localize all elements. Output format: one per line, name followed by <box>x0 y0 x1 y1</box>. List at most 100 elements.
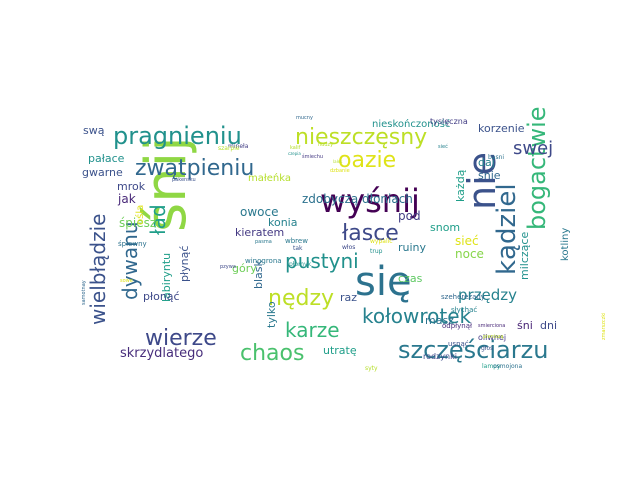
cloud-word: chaos <box>240 341 304 366</box>
cloud-word: sieć <box>455 234 479 248</box>
cloud-word: swej <box>513 138 553 159</box>
cloud-word: szeherezady <box>441 293 485 301</box>
cloud-word: czas <box>398 272 423 285</box>
cloud-word: mrok <box>117 180 146 193</box>
cloud-word: ład <box>146 204 170 235</box>
cloud-word: kołowrotek <box>362 304 472 328</box>
cloud-word: karze <box>285 318 340 342</box>
cloud-word: płynąć <box>178 246 191 282</box>
cloud-word: płomyk <box>289 261 312 268</box>
cloud-word: włos <box>342 244 355 251</box>
cloud-word: tysięczna <box>430 117 468 126</box>
cloud-word: jak <box>117 192 136 206</box>
cloud-word: pzywa <box>220 264 236 270</box>
cloud-word: śni <box>517 319 533 332</box>
cloud-word: lalek <box>333 159 343 164</box>
cloud-word: wyśnij <box>320 182 420 220</box>
cloud-word: labiryntu <box>160 253 173 302</box>
cloud-word: przędzy <box>458 286 517 304</box>
cloud-word: dzbanie <box>330 168 350 174</box>
cloud-word: samotnay <box>81 280 87 305</box>
cloud-word: szczęściarzu <box>398 336 548 364</box>
cloud-word: pasma <box>255 239 272 245</box>
cloud-word: zmarszczki <box>601 312 607 340</box>
cloud-word: nieszczęsny <box>295 125 427 150</box>
cloud-word: bogactwie <box>523 106 551 230</box>
cloud-word: śmiechu <box>302 153 323 160</box>
cloud-word: pragnieniu <box>113 122 242 150</box>
cloud-word: wbrew <box>285 237 308 245</box>
cloud-word: dywanu <box>118 222 142 301</box>
cloud-word: basni <box>488 154 504 161</box>
cloud-word: każdą <box>454 169 467 202</box>
cloud-word: syty <box>365 365 378 372</box>
cloud-word: kotliny <box>560 228 571 261</box>
cloud-word: gwarne <box>82 166 123 179</box>
cloud-word: utratę <box>323 344 357 357</box>
cloud-word: nie <box>460 152 504 210</box>
cloud-word: ruiny <box>398 241 427 254</box>
cloud-word: raz <box>340 291 357 304</box>
cloud-word: tak <box>293 245 303 252</box>
cloud-word: śpiesz <box>119 216 156 230</box>
cloud-word: wielbłądzie <box>86 214 110 325</box>
cloud-word: pustyni <box>285 249 359 273</box>
cloud-word: sieć <box>438 143 448 150</box>
cloud-word: łasce <box>342 221 399 246</box>
cloud-word: śnij <box>134 136 199 232</box>
cloud-word: kalif <box>290 145 301 151</box>
cloud-word: pod <box>398 209 421 223</box>
cloud-word: małeńka <box>248 172 291 184</box>
cloud-word: lampy <box>482 363 501 370</box>
cloud-word: nudzy <box>318 142 333 148</box>
cloud-word: zwątpieniu <box>135 156 254 181</box>
cloud-word: mucny <box>296 115 313 121</box>
cloud-word: usnąć <box>448 340 469 348</box>
cloud-word: skrzydlatego <box>120 346 203 361</box>
cloud-word: smierciona <box>478 323 505 329</box>
cloud-word: kieratem <box>235 226 284 239</box>
cloud-word: snom <box>430 221 460 234</box>
cloud-word: blask <box>252 259 265 289</box>
cloud-word: słychać <box>451 306 477 314</box>
cloud-word: pałace <box>88 152 125 165</box>
cloud-word: swą <box>83 124 105 137</box>
cloud-word: głos <box>481 345 493 352</box>
cloud-word: się <box>355 259 412 305</box>
cloud-word: sowe <box>120 278 133 284</box>
cloud-word: tylko <box>265 301 278 328</box>
cloud-word: pieniszą <box>483 334 504 340</box>
cloud-word: płonąć <box>143 290 180 303</box>
cloud-word: winogrona <box>245 257 282 265</box>
cloud-word: kądziel <box>492 183 522 275</box>
cloud-word: szarpie <box>218 145 240 152</box>
cloud-word: dni <box>540 319 557 332</box>
cloud-word: daj <box>478 156 495 169</box>
cloud-word: owoce <box>240 205 278 219</box>
cloud-word: zdobyczą dłoniach <box>302 192 413 206</box>
cloud-word: wierze <box>145 326 217 351</box>
cloud-word: konia <box>268 216 297 229</box>
cloud-word: trup <box>370 248 383 255</box>
cloud-word: wypalić <box>370 238 393 245</box>
cloud-word: śnie <box>478 169 501 182</box>
cloud-word: masz <box>425 314 454 327</box>
cloud-word: rodzynki <box>423 352 457 361</box>
cloud-word: ośla <box>134 205 146 225</box>
cloud-word: oazie <box>338 148 396 173</box>
cloud-word: góry <box>232 262 257 275</box>
cloud-word: osmojona <box>493 363 522 370</box>
cloud-word: czepia <box>288 151 301 156</box>
cloud-word: milczące <box>518 232 531 280</box>
cloud-word: oliwnej <box>478 333 506 342</box>
cloud-word: nieskończoność <box>372 118 450 130</box>
cloud-word: noce <box>455 247 484 261</box>
cloud-background <box>65 95 577 375</box>
cloud-word: nędzy <box>268 286 334 311</box>
cloud-word: pakensku <box>172 177 196 183</box>
cloud-word: korzenie <box>478 122 525 135</box>
cloud-word: odpłynął <box>442 322 472 330</box>
cloud-word: mineła <box>228 143 249 150</box>
cloud-word: śpiewny <box>118 240 147 248</box>
